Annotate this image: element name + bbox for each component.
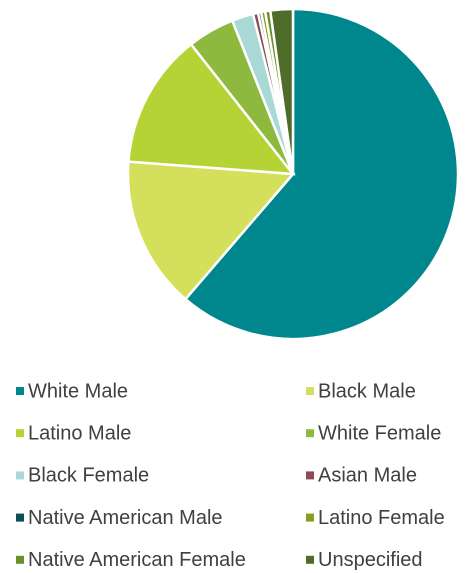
legend-marker [306, 555, 314, 564]
pie-slice [268, 7, 295, 175]
legend-marker [16, 471, 24, 480]
pie-slice [127, 42, 296, 176]
legend-label: Unspecified [318, 549, 423, 571]
legend-label: Native American Male [28, 507, 223, 529]
legend-label: Native American Female [28, 549, 246, 571]
legend-marker [306, 513, 314, 522]
legend-marker [306, 429, 314, 438]
legend-marker [306, 471, 314, 480]
legend-label: Asian Male [318, 465, 417, 487]
legend-marker [16, 555, 24, 564]
legend-label: Black Male [318, 380, 416, 402]
legend-marker [306, 387, 314, 395]
legend-marker [16, 429, 24, 438]
legend-label: Latino Male [28, 422, 131, 444]
legend-label: White Male [28, 380, 128, 402]
pie-slice [183, 7, 460, 341]
legend-label: Latino Female [318, 507, 445, 529]
legend-label: White Female [318, 422, 441, 444]
legend-marker [16, 513, 24, 522]
pie-slice [126, 160, 296, 301]
legend-label: Black Female [28, 465, 149, 487]
legend-marker [16, 387, 24, 395]
